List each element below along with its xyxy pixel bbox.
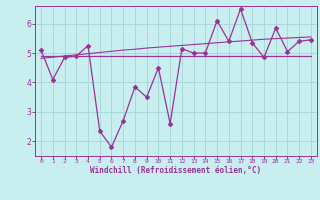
X-axis label: Windchill (Refroidissement éolien,°C): Windchill (Refroidissement éolien,°C) xyxy=(91,166,261,175)
